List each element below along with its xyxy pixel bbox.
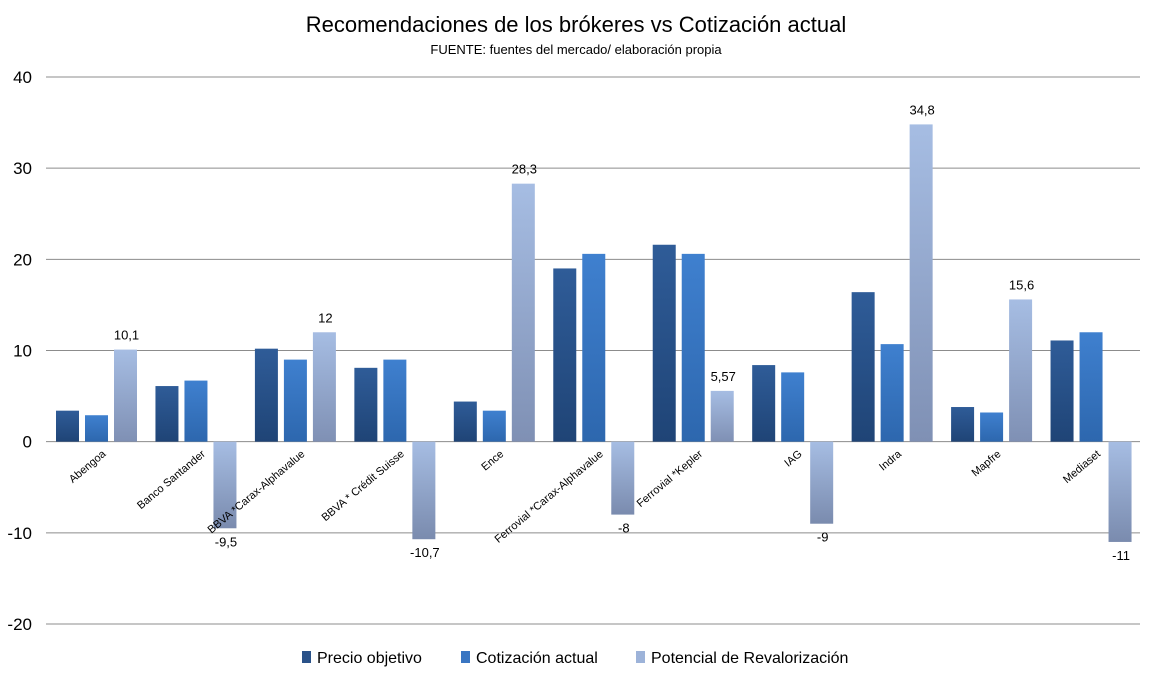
data-labels: 10,1 -9,5 12 -10,7 28,3 -8 5,57 -9 34,8 15,6 -11 bbox=[114, 102, 1130, 563]
data-label-ence: 28,3 bbox=[512, 162, 537, 177]
y-tick-label: 20 bbox=[13, 250, 32, 269]
bar-precio-objetivo-mediaset bbox=[1050, 340, 1074, 442]
legend: Precio objetivo Cotización actual Potenc… bbox=[302, 650, 848, 667]
bar-precio-objetivo-ence bbox=[453, 401, 477, 442]
data-label-bbva-credit-suisse: -10,7 bbox=[410, 545, 440, 560]
y-axis-ticks: 40 30 20 10 0 -10 -20 bbox=[7, 68, 32, 634]
bar-cotizacion-actual-bbva-carax-alphavalue bbox=[283, 359, 307, 442]
bar-potencial-de-revalorizacion-mediaset bbox=[1108, 441, 1132, 542]
bar-precio-objetivo-ferrovial-carax-alphavalue bbox=[553, 268, 577, 442]
legend-swatch-precio-objetivo bbox=[302, 651, 311, 663]
legend-swatch-potencial bbox=[636, 651, 645, 663]
y-tick-label: 0 bbox=[23, 433, 32, 452]
data-label-ferrovial-carax-alphavalue: -8 bbox=[618, 521, 630, 536]
bar-precio-objetivo-abengoa bbox=[56, 410, 79, 442]
bar-cotizacion-actual-ferrovial-carax-alphavalue bbox=[582, 253, 606, 442]
bar-potencial-de-revalorizacion-bbva-credit-suisse bbox=[412, 441, 436, 540]
bar-cotizacion-actual-ence bbox=[482, 410, 506, 442]
bar-cotizacion-actual-ferrovial-kepler bbox=[681, 253, 705, 442]
category-label-banco-santander: Banco Santander bbox=[135, 448, 208, 512]
bar-cotizacion-actual-abengoa bbox=[85, 415, 108, 442]
category-label-ferrovial-kepler: Ferrovial *Kepler bbox=[635, 448, 706, 510]
bar-precio-objetivo-banco-santander bbox=[155, 386, 179, 442]
bar-precio-objetivo-indra bbox=[851, 292, 875, 442]
bar-potencial-de-revalorizacion-indra bbox=[909, 124, 933, 442]
legend-label-cotizacion-actual: Cotización actual bbox=[476, 650, 598, 667]
data-label-mapfre: 15,6 bbox=[1009, 277, 1034, 292]
category-label-ence: Ence bbox=[479, 448, 506, 473]
bar-potencial-de-revalorizacion-iag bbox=[810, 441, 834, 524]
legend-label-precio-objetivo: Precio objetivo bbox=[317, 650, 422, 667]
y-tick-label: 40 bbox=[13, 68, 32, 87]
y-tick-label: 30 bbox=[13, 159, 32, 178]
bar-cotizacion-actual-bbva-credit-suisse bbox=[383, 359, 407, 442]
y-tick-label: 10 bbox=[13, 342, 32, 361]
bar-potencial-de-revalorizacion-ence bbox=[511, 183, 535, 442]
bar-potencial-de-revalorizacion-ferrovial-carax-alphavalue bbox=[611, 441, 635, 515]
bar-cotizacion-actual-mediaset bbox=[1079, 332, 1103, 442]
data-label-banco-santander: -9,5 bbox=[215, 534, 237, 549]
bar-precio-objetivo-mapfre bbox=[951, 407, 975, 442]
bar-precio-objetivo-bbva-carax-alphavalue bbox=[254, 348, 278, 442]
chart-title: Recomendaciones de los brókeres vs Cotiz… bbox=[306, 12, 847, 37]
data-label-mediaset: -11 bbox=[1112, 548, 1130, 563]
data-label-abengoa: 10,1 bbox=[114, 328, 139, 343]
y-tick-label: -10 bbox=[7, 524, 32, 543]
category-label-ferrovial-carax-alphavalue: Ferrovial *Carax-Alphavalue bbox=[493, 448, 606, 546]
category-label-iag: IAG bbox=[782, 448, 804, 469]
bars bbox=[56, 124, 1132, 542]
legend-swatch-cotizacion-actual bbox=[461, 651, 470, 663]
bar-precio-objetivo-bbva-credit-suisse bbox=[354, 367, 378, 442]
bar-cotizacion-actual-iag bbox=[781, 372, 805, 442]
bar-potencial-de-revalorizacion-banco-santander bbox=[213, 441, 237, 529]
data-label-bbva-carax-alphavalue: 12 bbox=[318, 310, 332, 325]
bar-precio-objetivo-ferrovial-kepler bbox=[652, 244, 676, 442]
chart-subtitle: FUENTE: fuentes del mercado/ elaboración… bbox=[430, 42, 722, 57]
bar-potencial-de-revalorizacion-ferrovial-kepler bbox=[710, 390, 734, 442]
data-label-iag: -9 bbox=[817, 530, 829, 545]
data-label-indra: 34,8 bbox=[909, 102, 934, 117]
bar-potencial-de-revalorizacion-mapfre bbox=[1009, 299, 1033, 442]
category-label-abengoa: Abengoa bbox=[67, 448, 109, 486]
category-label-bbva-credit-suisse: BBVA * Crédit Suisse bbox=[320, 448, 407, 524]
category-label-mapfre: Mapfre bbox=[970, 448, 1004, 479]
bar-potencial-de-revalorizacion-abengoa bbox=[114, 349, 137, 442]
bar-cotizacion-actual-mapfre bbox=[980, 412, 1004, 442]
bar-potencial-de-revalorizacion-bbva-carax-alphavalue bbox=[312, 332, 336, 442]
y-tick-label: -20 bbox=[7, 615, 32, 634]
data-label-ferrovial-kepler: 5,57 bbox=[711, 369, 736, 384]
bar-cotizacion-actual-indra bbox=[880, 344, 904, 442]
category-label-indra: Indra bbox=[877, 448, 905, 474]
bar-cotizacion-actual-banco-santander bbox=[184, 380, 208, 442]
legend-label-potencial: Potencial de Revalorización bbox=[651, 650, 848, 667]
category-label-mediaset: Mediaset bbox=[1061, 448, 1103, 486]
bar-precio-objetivo-iag bbox=[752, 365, 776, 442]
